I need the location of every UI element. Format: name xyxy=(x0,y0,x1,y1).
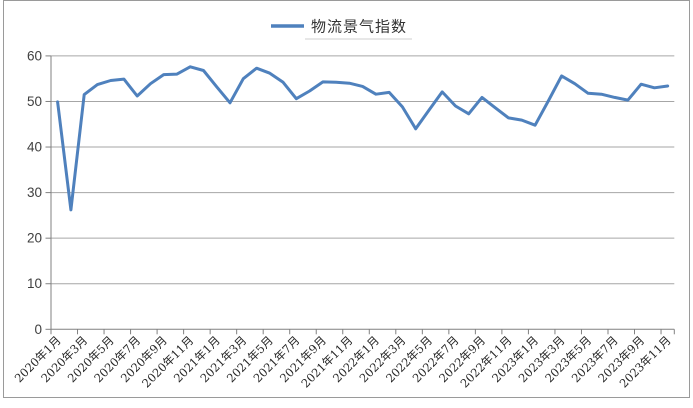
y-tick-label: 60 xyxy=(27,48,42,63)
y-tick-label: 10 xyxy=(27,276,42,291)
legend-label: 物流景气指数 xyxy=(311,18,407,36)
y-tick-label: 0 xyxy=(34,322,42,337)
y-tick-label: 50 xyxy=(27,94,42,109)
y-tick-label: 30 xyxy=(27,185,42,200)
axes xyxy=(45,55,675,335)
x-axis-labels: 2020年1月2020年3月2020年5月2020年7月2020年9月2020年… xyxy=(12,333,674,390)
image-border xyxy=(3,0,690,398)
data-series xyxy=(56,65,670,212)
logistics-index-series-line xyxy=(56,65,670,212)
y-tick-label: 20 xyxy=(27,231,42,246)
y-tick-label: 40 xyxy=(27,140,42,155)
gridlines xyxy=(51,55,675,330)
legend: 物流景气指数 xyxy=(271,18,412,40)
y-axis-labels: 0 10 20 30 40 50 60 xyxy=(27,48,42,336)
